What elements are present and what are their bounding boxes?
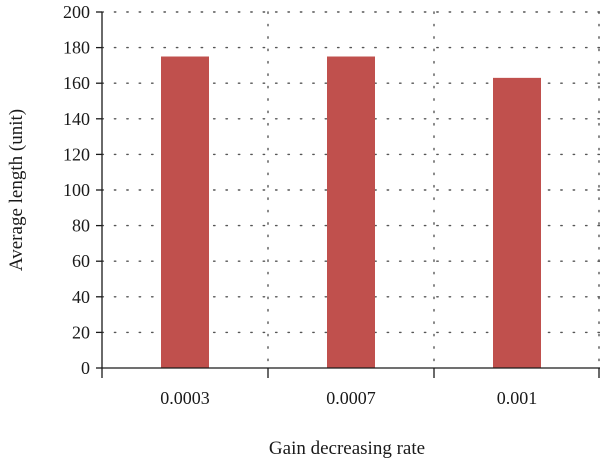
y-tick-label: 120: [63, 144, 90, 164]
y-tick-label: 200: [63, 2, 90, 22]
bar-0.001: [493, 77, 541, 369]
bar-0.0003: [161, 56, 209, 368]
x-category-label: 0.0003: [160, 388, 210, 408]
y-tick-label: 20: [72, 322, 90, 342]
x-category-label: 0.001: [497, 388, 538, 408]
ticks-layer: 0 20 40 60 80 100 120 140 160 180 200 0.0003 0.0007 0…: [63, 2, 600, 408]
y-tick-label: 40: [72, 287, 90, 307]
y-tick-label: 180: [63, 38, 90, 58]
y-tick-label: 60: [72, 251, 90, 271]
y-tick-label: 0: [81, 358, 90, 378]
y-tick-label: 160: [63, 73, 90, 93]
x-axis-label: Gain decreasing rate: [269, 438, 425, 459]
y-axis-label: Average length (unit): [6, 109, 27, 271]
y-tick-label: 80: [72, 216, 90, 236]
y-tick-label: 140: [63, 109, 90, 129]
bar-0.0007: [327, 56, 375, 368]
x-category-label: 0.0007: [326, 388, 376, 408]
bars-layer: [161, 56, 541, 369]
y-tick-label: 100: [63, 180, 90, 200]
